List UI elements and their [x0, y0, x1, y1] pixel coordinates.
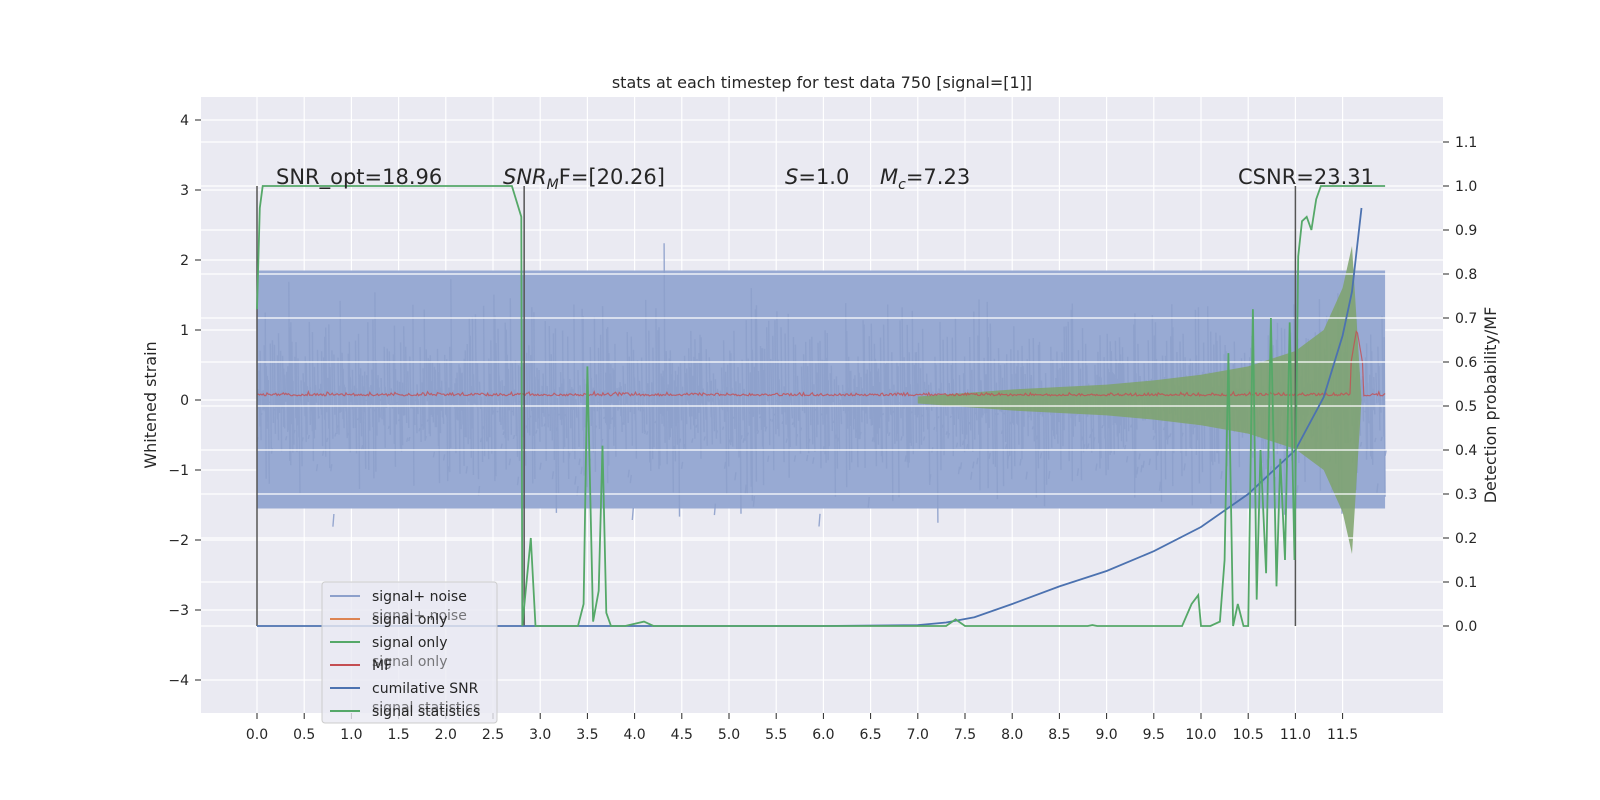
annotation-csnr: CSNR=23.31 [1238, 165, 1374, 189]
legend-label: cumilative SNR [372, 681, 479, 697]
legend-ghost-label: signal only [372, 654, 447, 670]
signal-only-series [917, 246, 1362, 554]
x-tick-label: 6.5 [859, 727, 881, 743]
y2-tick-label: 0.6 [1455, 355, 1477, 371]
annotation-mc: Mc=7.23 [880, 165, 970, 193]
x-tick-label: 7.5 [954, 727, 976, 743]
s-var: S [785, 165, 798, 189]
annotation-snr-mf: SNRMF=[20.26] [503, 165, 665, 193]
x-tick-label: 0.5 [293, 727, 315, 743]
y-tick-label: −2 [168, 533, 189, 549]
annotations: SNR_opt=18.96 SNRMF=[20.26] S=1.0 Mc=7.2… [276, 165, 1374, 193]
legend-label: signal+ noise [372, 589, 467, 605]
x-tick-label: 4.5 [671, 727, 693, 743]
y2-tick-label: 0.5 [1455, 399, 1477, 415]
y-tick-label: −4 [168, 673, 189, 689]
y-tick-label: −3 [168, 603, 189, 619]
y-axis-ticks: −4 −3 −2 −1 0 1 2 3 4 [168, 113, 201, 689]
x-axis-ticks: 0.0 0.5 1.0 1.5 2.0 2.5 3.0 3.5 4.0 4.5 5.0 5.5 6.0 6… [246, 713, 1358, 743]
x-tick-label: 1.5 [387, 727, 409, 743]
y2-tick-label: 0.8 [1455, 267, 1477, 283]
x-tick-label: 1.0 [340, 727, 362, 743]
x-tick-label: 11.0 [1280, 727, 1311, 743]
series-line [257, 207, 1363, 627]
x-tick-label: 8.0 [1001, 727, 1023, 743]
legend-label: MF [372, 658, 392, 674]
annotation-snr-opt: SNR_opt=18.96 [276, 165, 442, 190]
y-tick-label: 0 [180, 393, 189, 409]
y2-tick-label: 0.7 [1455, 311, 1477, 327]
legend-box [321, 581, 498, 724]
mc-var: M [880, 165, 898, 189]
x-tick-label: 11.5 [1327, 727, 1358, 743]
x-tick-label: 9.5 [1143, 727, 1165, 743]
x-tick-label: 9.0 [1095, 727, 1117, 743]
y2-tick-label: 0.1 [1455, 575, 1477, 591]
y2-tick-label: 0.9 [1455, 223, 1477, 239]
y2-tick-label: 0.2 [1455, 531, 1477, 547]
y-tick-label: −1 [168, 463, 189, 479]
x-tick-label: 2.0 [435, 727, 457, 743]
mf-series [256, 330, 1386, 397]
y2-tick-label: 1.1 [1455, 135, 1477, 151]
snr-mf-rest: F=[20.26] [559, 165, 665, 189]
mc-sub: c [898, 177, 906, 193]
x-tick-label: 7.0 [907, 727, 929, 743]
legend-label: signal only [372, 635, 447, 651]
legend-ghost-label: signal+ noise [372, 608, 467, 624]
x-tick-label: 5.0 [718, 727, 740, 743]
y2-tick-label: 0.3 [1455, 487, 1477, 503]
x-tick-label: 10.0 [1185, 727, 1216, 743]
chart-title: stats at each timestep for test data 750… [612, 73, 1032, 92]
y-axis-label: Whitened strain [141, 341, 160, 468]
s-rest: =1.0 [798, 165, 849, 189]
legend-ghost-label: signal statistics [372, 700, 480, 716]
legend-label: signal only [372, 612, 447, 628]
snr-mf-base: SNR [503, 165, 547, 189]
x-tick-label: 5.5 [765, 727, 787, 743]
x-tick-label: 10.5 [1233, 727, 1264, 743]
mc-rest: =7.23 [906, 165, 970, 189]
y2-tick-label: 1.0 [1455, 179, 1477, 195]
y-tick-label: 1 [180, 323, 189, 339]
y2-axis-ticks: 0.0 0.1 0.2 0.3 0.4 0.5 0.6 0.7 0.8 0.9 1.0 1.1 [1443, 135, 1477, 635]
x-tick-label: 3.5 [576, 727, 598, 743]
x-tick-label: 2.5 [482, 727, 504, 743]
y-tick-label: 2 [180, 253, 189, 269]
y2-tick-label: 0.0 [1455, 619, 1477, 635]
y2-tick-label: 0.4 [1455, 443, 1477, 459]
mf-trace [256, 330, 1386, 397]
x-tick-label: 3.0 [529, 727, 551, 743]
annotation-s: S=1.0 [785, 165, 849, 189]
legend-label: signal statistics [372, 704, 480, 720]
chirp-envelope [917, 246, 1362, 554]
snr-mf-sub: M [547, 177, 559, 193]
series-line [256, 185, 1386, 627]
x-tick-label: 4.0 [623, 727, 645, 743]
y-tick-label: 4 [180, 113, 189, 129]
x-tick-label: 0.0 [246, 727, 268, 743]
x-tick-label: 6.0 [812, 727, 834, 743]
statistics-lines [256, 185, 1386, 627]
y-tick-label: 3 [180, 183, 189, 199]
x-tick-label: 8.5 [1048, 727, 1070, 743]
y2-axis-label: Detection probability/MF [1481, 307, 1500, 504]
